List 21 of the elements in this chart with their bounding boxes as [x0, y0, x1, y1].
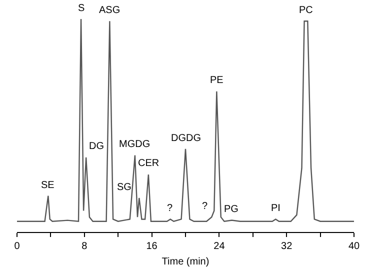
x-tick-label: 16	[146, 241, 158, 252]
x-tick-label: 40	[348, 241, 360, 252]
x-tick-label: 8	[82, 241, 88, 252]
annotation: DGDG	[171, 133, 202, 144]
annotation: CER	[138, 158, 160, 169]
annotation: S	[78, 3, 85, 14]
annotation: SG	[117, 182, 132, 193]
x-tick-label: 32	[281, 241, 293, 252]
x-tick-label: 0	[14, 241, 20, 252]
annotation: PC	[299, 5, 313, 16]
x-tick-label: 24	[214, 241, 226, 252]
annotation: SE	[41, 180, 55, 191]
annotation: ASG	[99, 5, 120, 16]
annotation: MGDG	[119, 139, 150, 150]
annotation: PE	[210, 75, 224, 86]
x-axis-title: Time (min)	[162, 256, 210, 268]
annotation: ?	[202, 201, 208, 212]
annotation: PI	[271, 203, 280, 214]
annotation: ?	[167, 203, 173, 214]
annotation: PG	[224, 204, 239, 215]
annotation: DG	[89, 141, 104, 152]
